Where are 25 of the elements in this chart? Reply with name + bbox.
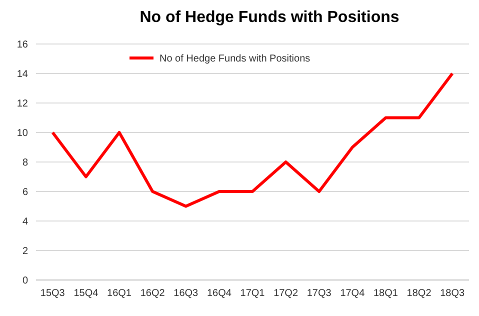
- y-tick-label: 16: [16, 40, 28, 50]
- x-tick-label: 17Q2: [274, 288, 298, 299]
- x-tick-label: 16Q4: [206, 288, 232, 299]
- legend-label: No of Hedge Funds with Positions: [160, 54, 310, 64]
- y-tick-label: 12: [16, 98, 28, 110]
- x-tick-label: 18Q3: [440, 288, 466, 299]
- x-tick-label: 15Q3: [40, 288, 66, 299]
- y-tick-label: 2: [22, 246, 28, 257]
- x-tick-label: 17Q3: [306, 288, 332, 299]
- line-series: [51, 72, 454, 208]
- y-tick-label: 14: [16, 69, 28, 80]
- y-tick-label: 10: [16, 128, 28, 139]
- x-tick-label: 18Q2: [406, 288, 432, 299]
- x-tick-label: 16Q1: [107, 288, 132, 299]
- y-tick-label: 8: [22, 158, 28, 168]
- x-tick-label: 15Q4: [74, 288, 99, 299]
- x-tick-label: 16Q3: [174, 288, 199, 299]
- x-tick-label: 17Q1: [240, 288, 266, 299]
- y-tick-label: 4: [22, 216, 28, 228]
- y-tick-label: 0: [22, 276, 28, 286]
- x-tick-label: 16Q2: [140, 288, 166, 299]
- y-tick-label: 6: [22, 187, 28, 198]
- chart-title: No of Hedge Funds with Positions: [140, 9, 400, 26]
- x-tick-label: 17Q4: [340, 288, 366, 299]
- x-tick-label: 18Q1: [373, 288, 398, 299]
